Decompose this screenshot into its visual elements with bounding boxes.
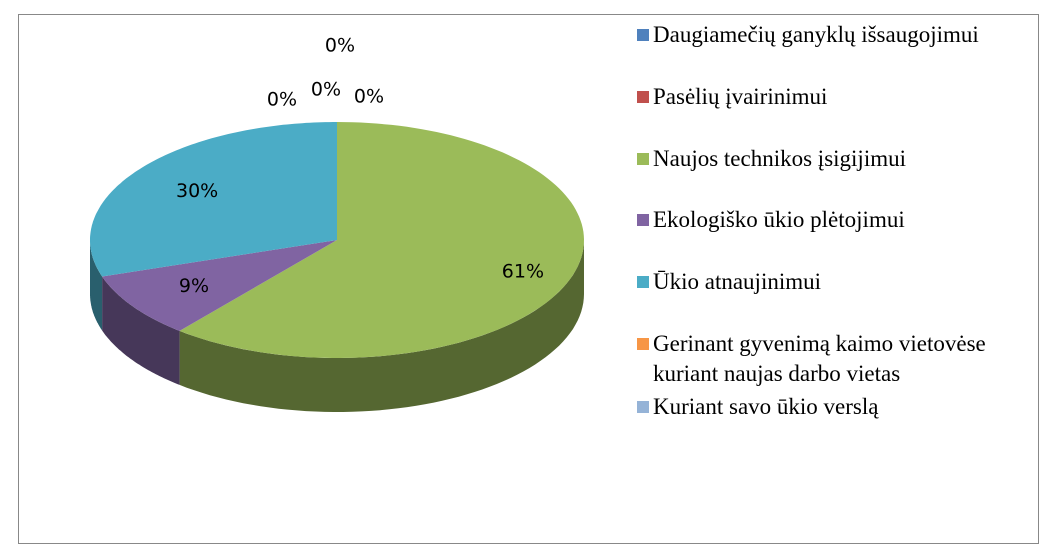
legend-swatch bbox=[637, 338, 649, 350]
data-label: 30% bbox=[176, 180, 218, 202]
data-label: 61% bbox=[502, 260, 544, 282]
legend-item: Kuriant savo ūkio verslą bbox=[637, 392, 1032, 422]
legend-label: Ekologiško ūkio plėtojimui bbox=[653, 207, 905, 232]
legend-item: Gerinant gyvenimą kaimo vietovėse kurian… bbox=[637, 329, 1032, 389]
chart: 0% 0% 61% 9% 30% 0% 0% bbox=[90, 35, 584, 412]
data-label: 0% bbox=[311, 79, 341, 101]
legend-label: Gerinant gyvenimą kaimo vietovėse kurian… bbox=[653, 331, 986, 386]
slice bbox=[179, 122, 584, 358]
legend-swatch bbox=[637, 153, 649, 165]
data-label: 0% bbox=[354, 86, 384, 108]
slice bbox=[102, 240, 337, 331]
legend-label: Naujos technikos įsigijimui bbox=[653, 146, 906, 171]
legend-swatch bbox=[637, 214, 649, 226]
legend-item: Pasėlių įvairinimui bbox=[637, 82, 1032, 112]
legend-label: Kuriant savo ūkio verslą bbox=[653, 394, 879, 419]
slice-side bbox=[102, 276, 180, 385]
legend-swatch bbox=[637, 401, 649, 413]
slice-side bbox=[90, 240, 103, 331]
legend-item: Naujos technikos įsigijimui bbox=[637, 144, 1032, 174]
legend-label: Daugiamečių ganyklų išsaugojimui bbox=[653, 22, 979, 47]
legend-label: Pasėlių įvairinimui bbox=[653, 84, 828, 109]
data-label: 0% bbox=[267, 89, 297, 111]
legend-swatch bbox=[637, 276, 649, 288]
legend-item: Ekologiško ūkio plėtojimui bbox=[637, 205, 1032, 235]
legend-item: Ūkio atnaujinimui bbox=[637, 267, 1032, 297]
data-label: 9% bbox=[179, 275, 209, 297]
legend-item: Daugiamečių ganyklų išsaugojimui bbox=[637, 20, 1032, 50]
legend-label: Ūkio atnaujinimui bbox=[653, 269, 822, 294]
legend-swatch bbox=[637, 29, 649, 41]
slice-side bbox=[179, 240, 584, 412]
data-label: 0% bbox=[325, 35, 355, 57]
slice bbox=[90, 122, 337, 277]
legend-swatch bbox=[637, 91, 649, 103]
